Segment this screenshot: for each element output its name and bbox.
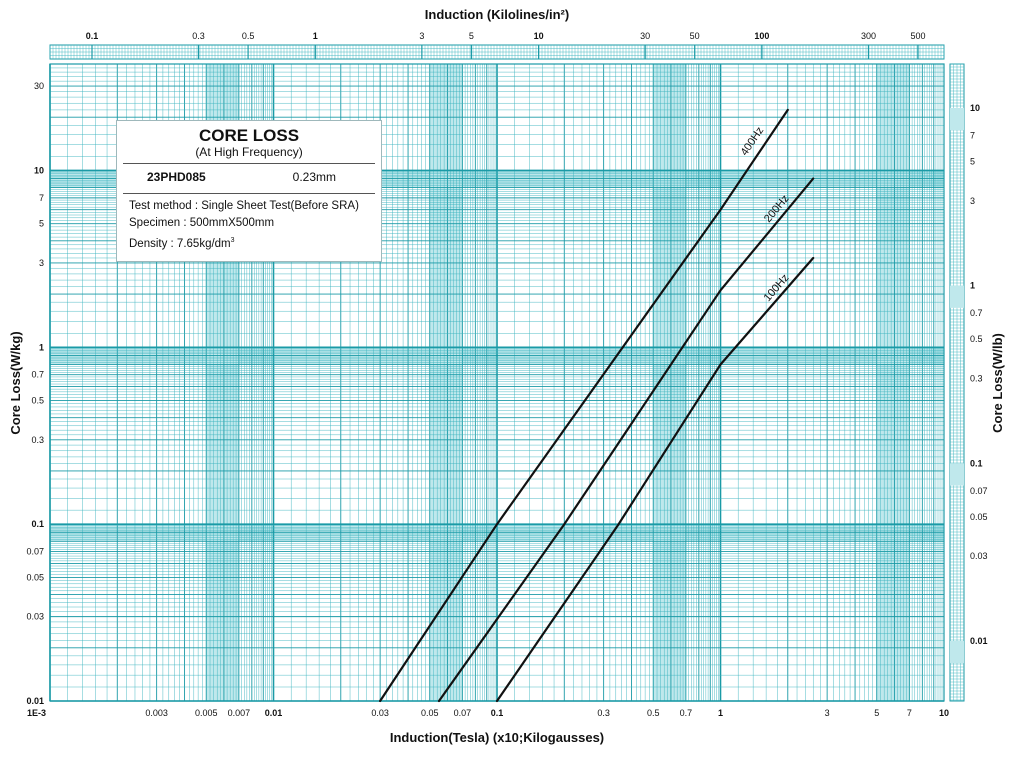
- tick-labels: 0.1 0.3 0.5 1 3 5 10 30 50 100 300 500 10 7 5 3 1 0.7 0.5 0…: [26, 31, 987, 718]
- density-superscript: 3: [230, 237, 235, 244]
- left-tick-label: 0.1: [31, 519, 44, 529]
- right-strip-band: [950, 108, 964, 131]
- bottom-tick-label: 0.007: [228, 708, 251, 718]
- bottom-tick-label: 0.5: [647, 708, 660, 718]
- legend-divider: [123, 163, 375, 164]
- density-info: Density : 7.65kg/dm3: [129, 232, 381, 253]
- top-tick-label: 1: [313, 31, 318, 41]
- right-strip-band: [950, 463, 964, 486]
- chart-title: CORE LOSS: [198, 126, 300, 145]
- thickness-label: 0.23mm: [292, 170, 336, 184]
- right-tick-label: 0.1: [970, 458, 983, 468]
- top-tick-label: 30: [640, 31, 650, 41]
- right-tick-label: 0.05: [970, 512, 988, 522]
- right-axis-title: Core Loss(W/lb): [990, 333, 1005, 433]
- left-tick-label: 5: [39, 219, 44, 229]
- right-tick-label: 7: [970, 131, 975, 141]
- bottom-tick-label: 10: [939, 708, 949, 718]
- right-tick-label: 3: [970, 196, 975, 206]
- bottom-tick-label: 7: [907, 708, 912, 718]
- bottom-tick-label: 3: [825, 708, 830, 718]
- grade-row: 23PHD085 0.23mm: [117, 164, 381, 189]
- chart-subtitle: (At High Frequency): [195, 145, 303, 159]
- left-tick-label: 10: [34, 165, 44, 175]
- bottom-tick-label: 5: [874, 708, 879, 718]
- bottom-tick-label: 0.01: [265, 708, 283, 718]
- top-tick-label: 300: [861, 31, 876, 41]
- right-strip-band: [950, 285, 964, 308]
- left-tick-label: 0.01: [26, 696, 44, 706]
- top-axis-title: Induction (Kilolines/in²): [425, 7, 569, 22]
- left-tick-label: 0.07: [26, 547, 44, 557]
- left-tick-label: 7: [39, 193, 44, 203]
- legend-divider-2: [123, 193, 375, 194]
- left-tick-label: 0.5: [31, 396, 44, 406]
- curve-label-400hz: 400Hz: [739, 125, 767, 158]
- right-tick-label: 0.01: [970, 636, 988, 646]
- bottom-tick-label: 1: [718, 708, 723, 718]
- right-tick-label: 10: [970, 103, 980, 113]
- right-tick-label: 0.7: [970, 308, 983, 318]
- test-method: Test method : Single Sheet Test(Before S…: [129, 200, 359, 212]
- band-vertical: [429, 64, 463, 701]
- curve-400hz: [379, 108, 789, 703]
- left-tick-label: 0.3: [31, 435, 44, 445]
- top-tick-label: 500: [910, 31, 925, 41]
- bottom-tick-label: 0.1: [491, 708, 504, 718]
- legend-box: CORE LOSS (At High Frequency) 23PHD085 0…: [116, 120, 382, 262]
- bottom-tick-label: 0.05: [421, 708, 439, 718]
- test-info: Test method : Single Sheet Test(Before S…: [117, 198, 381, 253]
- bottom-tick-label: 1E-3: [27, 708, 46, 718]
- top-tick-label: 10: [534, 31, 544, 41]
- right-strip-band: [950, 641, 964, 664]
- right-scale-strip: [949, 63, 965, 702]
- left-tick-label: 0.7: [31, 370, 44, 380]
- curve-200hz: [437, 177, 815, 703]
- right-tick-label: 0.3: [970, 374, 983, 384]
- bottom-tick-label: 0.003: [145, 708, 168, 718]
- curve-100hz: [495, 256, 815, 703]
- top-tick-label: 50: [690, 31, 700, 41]
- right-tick-label: 0.5: [970, 334, 983, 344]
- top-scale-strip: [49, 44, 945, 60]
- specimen-info: Specimen : 500mmX500mm: [129, 217, 275, 229]
- bottom-tick-label: 0.03: [371, 708, 389, 718]
- bottom-tick-label: 0.07: [454, 708, 472, 718]
- density-text: Density : 7.65kg/dm: [129, 237, 231, 250]
- right-tick-label: 5: [970, 156, 975, 166]
- top-tick-label: 0.3: [192, 31, 205, 41]
- y-axis-title: Core Loss(W/kg): [8, 331, 23, 434]
- left-tick-label: 0.05: [26, 572, 44, 582]
- left-tick-label: 0.03: [26, 612, 44, 622]
- top-tick-label: 3: [419, 31, 424, 41]
- bottom-tick-label: 0.3: [597, 708, 610, 718]
- band-vertical: [876, 64, 910, 701]
- left-tick-label: 30: [34, 81, 44, 91]
- left-tick-label: 3: [39, 258, 44, 268]
- grade-label: 23PHD085: [147, 170, 206, 184]
- bottom-tick-label: 0.005: [195, 708, 218, 718]
- right-tick-label: 0.03: [970, 551, 988, 561]
- x-axis-title: Induction(Tesla) (x10;Kilogausses): [390, 730, 604, 745]
- right-tick-label: 1: [970, 281, 975, 291]
- top-tick-label: 5: [469, 31, 474, 41]
- top-tick-label: 100: [754, 31, 769, 41]
- top-tick-label: 0.5: [242, 31, 255, 41]
- bottom-tick-label: 0.7: [680, 708, 693, 718]
- left-tick-label: 1: [39, 342, 44, 352]
- top-tick-label: 0.1: [86, 31, 99, 41]
- right-tick-label: 0.07: [970, 486, 988, 496]
